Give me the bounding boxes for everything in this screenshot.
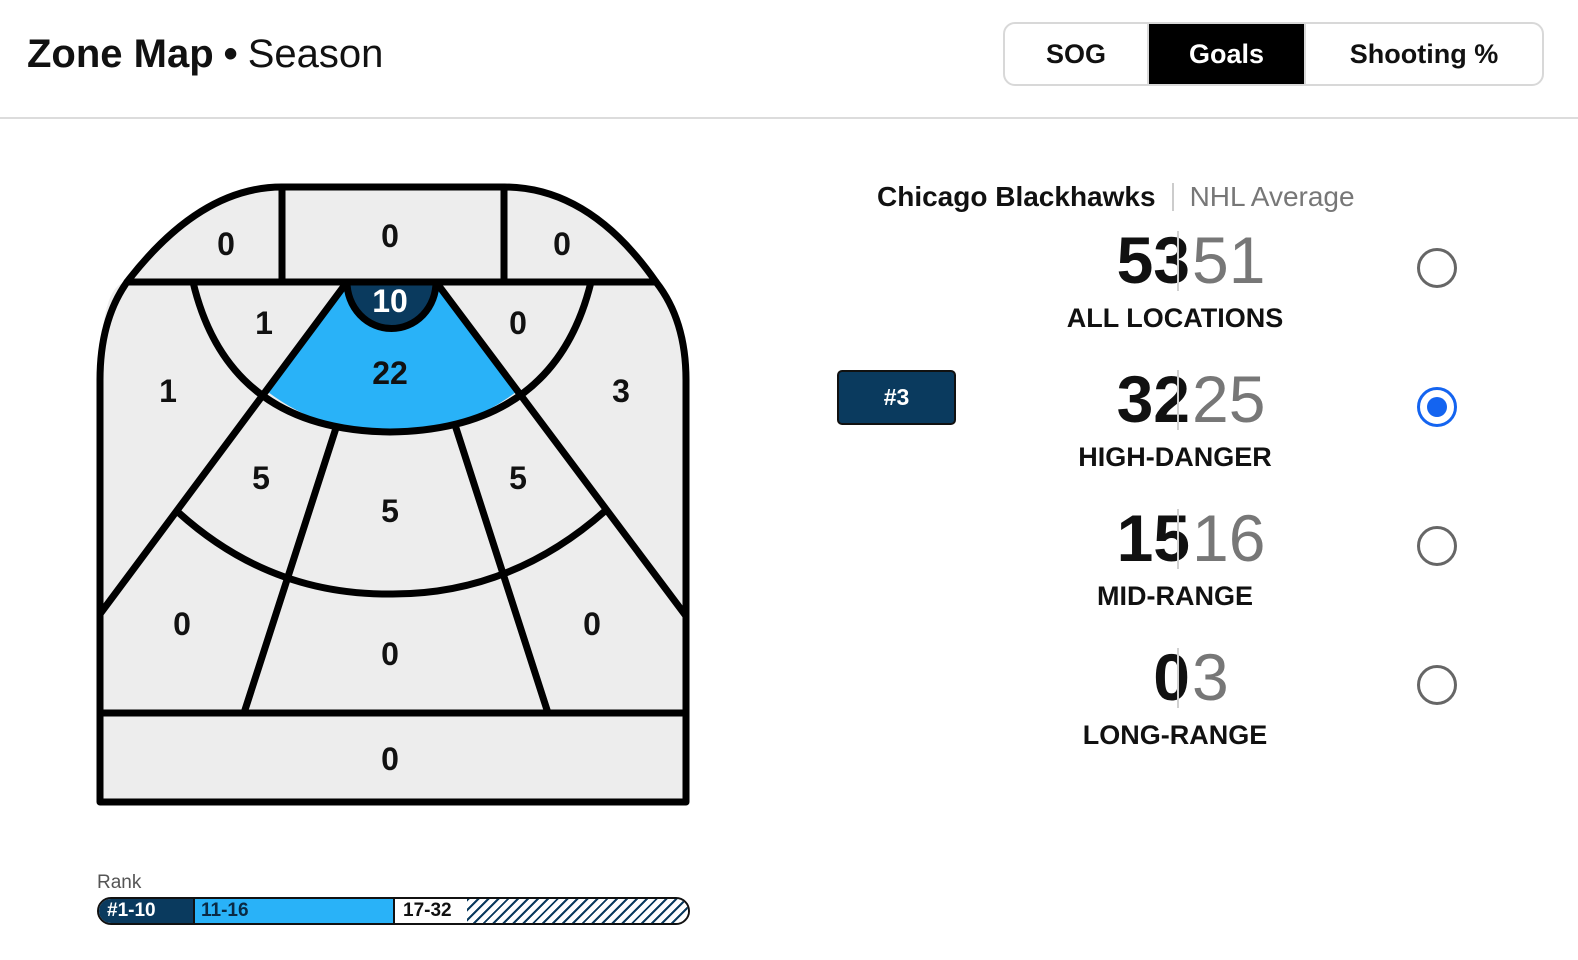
rank-legend-label: Rank <box>97 872 142 893</box>
tab-shooting-pct[interactable]: Shooting % <box>1304 24 1542 84</box>
zone-label-right-circle: 5 <box>509 460 527 496</box>
zone-lines <box>96 183 690 806</box>
zone-label-blue-line: 0 <box>381 741 399 777</box>
stat-label: LONG-RANGE <box>1082 720 1268 750</box>
rank-badge: #3 <box>837 370 956 425</box>
average-value: 16 <box>1192 501 1266 575</box>
zone-label-right-boards-low: 3 <box>612 373 630 409</box>
rank-tier-11-16: 11-16 <box>193 899 393 923</box>
zone-label-crease: 10 <box>372 283 408 319</box>
tab-goals[interactable]: Goals <box>1147 24 1304 84</box>
average-value: 25 <box>1192 362 1266 436</box>
rink-outline <box>100 187 686 802</box>
rank-tier-17-32: 17-32 <box>393 899 467 923</box>
radio-all-locations[interactable] <box>1417 248 1457 288</box>
zone-inner-slot <box>268 282 516 434</box>
value-divider <box>1177 509 1179 569</box>
average-value: 3 <box>1192 640 1229 714</box>
value-divider <box>1177 648 1179 708</box>
metric-toggle: SOG Goals Shooting % <box>1003 22 1544 86</box>
radio-long-range[interactable] <box>1417 665 1457 705</box>
stat-mid-range: 15 16 MID-RANGE <box>1030 501 1320 612</box>
radio-high-danger[interactable] <box>1417 387 1457 427</box>
team-value: 0 <box>1153 640 1190 714</box>
zone-label-left-corner-top: 0 <box>217 226 235 262</box>
radio-mid-range[interactable] <box>1417 526 1457 566</box>
value-divider <box>1177 231 1179 291</box>
zone-label-slot-top: 0 <box>381 218 399 254</box>
rank-tier-1-10: #1-10 <box>99 899 193 923</box>
title-subtitle: Season <box>247 32 384 76</box>
zone-map: 0 0 0 10 22 1 0 1 3 5 5 5 0 0 0 0 <box>96 183 690 806</box>
zone-label-center-mid: 5 <box>381 493 399 529</box>
page-title: Zone Map • Season <box>27 30 383 78</box>
zone-label-center-high: 0 <box>381 636 399 672</box>
stat-long-range: 0 3 LONG-RANGE <box>1030 640 1320 751</box>
rank-tier-hatch <box>467 899 688 923</box>
title-text: Zone Map <box>27 32 214 76</box>
stat-label: ALL LOCATIONS <box>1066 303 1284 333</box>
zone-label-right-low-ring: 0 <box>509 305 527 341</box>
header: Zone Map • Season SOG Goals Shooting % <box>0 0 1578 119</box>
tab-sog[interactable]: SOG <box>1045 38 1106 69</box>
average-label: NHL Average <box>1189 181 1355 212</box>
zone-label-right-point-wing: 0 <box>583 606 601 642</box>
average-value: 51 <box>1192 223 1266 297</box>
rank-legend-bar: #1-10 11-16 17-32 <box>97 897 690 925</box>
zone-label-left-circle: 5 <box>252 460 270 496</box>
value-divider <box>1177 370 1179 430</box>
zone-crease <box>347 282 436 329</box>
header-divider <box>1171 183 1174 211</box>
zone-label-inner-slot: 22 <box>372 355 408 391</box>
comparison-header: Chicago Blackhawks NHL Average <box>877 180 1355 214</box>
stat-all-locations: 53 51 ALL LOCATIONS <box>1030 223 1320 334</box>
zone-label-left-boards-low: 1 <box>159 373 177 409</box>
zone-label-right-corner-top: 0 <box>553 226 571 262</box>
stat-high-danger: 32 25 HIGH-DANGER <box>1030 362 1320 473</box>
title-separator: • <box>223 32 238 76</box>
stat-label: MID-RANGE <box>1097 581 1253 611</box>
zone-label-left-low-ring: 1 <box>255 305 273 341</box>
team-name: Chicago Blackhawks <box>877 181 1156 212</box>
zone-label-left-point-wing: 0 <box>173 606 191 642</box>
stat-label: HIGH-DANGER <box>1078 442 1272 472</box>
